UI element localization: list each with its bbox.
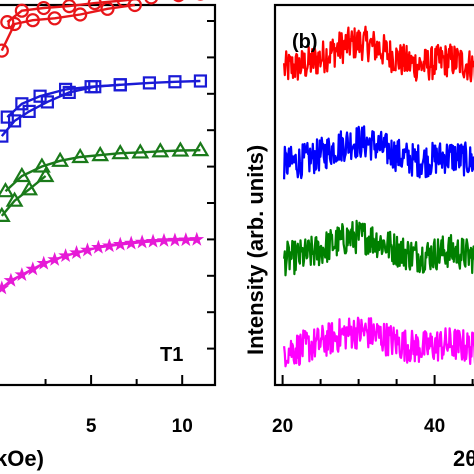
left-x-tick-label: 5 xyxy=(86,416,97,437)
xrd-pattern-0 xyxy=(283,25,474,83)
star-marker xyxy=(123,235,139,250)
star-marker xyxy=(178,232,194,247)
square-marker xyxy=(113,78,127,92)
left-annotation-t1: T1 xyxy=(160,344,183,366)
star-marker xyxy=(3,272,19,287)
left-series-triangle xyxy=(0,140,210,222)
circle-marker xyxy=(0,15,15,30)
triangle-marker xyxy=(0,206,11,222)
square-marker xyxy=(0,110,14,124)
left-series-line xyxy=(6,0,139,24)
star-marker xyxy=(145,233,161,248)
circle-marker xyxy=(100,1,115,16)
square-marker xyxy=(84,80,98,94)
triangle-marker xyxy=(20,180,39,196)
right-plot-frame xyxy=(273,3,474,387)
square-marker xyxy=(22,104,36,119)
right-series-group xyxy=(283,25,474,368)
circle-marker xyxy=(173,0,184,3)
left-panel: 5 10 T1 kOe) xyxy=(0,0,217,471)
star-marker xyxy=(134,234,150,249)
triangle-marker xyxy=(32,157,51,173)
star-marker xyxy=(167,232,183,247)
circle-marker xyxy=(47,11,62,26)
star-marker xyxy=(80,242,95,257)
triangle-marker xyxy=(36,166,55,183)
xrd-pattern-2 xyxy=(283,219,474,277)
triangle-marker xyxy=(191,140,210,157)
star-marker xyxy=(0,280,10,295)
left-x-tick-label: 10 xyxy=(172,416,193,437)
star-marker xyxy=(112,236,128,251)
triangle-marker xyxy=(0,182,15,198)
star-marker xyxy=(36,255,52,270)
right-y-axis-label: Intensity (arb. units) xyxy=(243,145,268,355)
star-marker xyxy=(47,251,63,266)
left-series-square xyxy=(0,74,208,143)
circle-marker xyxy=(36,0,51,16)
xrd-pattern-1 xyxy=(283,125,474,180)
square-marker xyxy=(168,75,182,89)
square-marker xyxy=(7,114,22,128)
circle-marker xyxy=(25,13,40,28)
triangle-marker xyxy=(131,143,150,159)
triangle-marker xyxy=(171,141,190,157)
circle-marker xyxy=(87,0,102,11)
xrd-pattern-3 xyxy=(283,316,474,368)
square-marker xyxy=(193,74,208,88)
star-marker xyxy=(69,245,84,260)
left-series-group xyxy=(0,0,210,295)
star-marker xyxy=(156,232,172,247)
square-marker xyxy=(15,97,29,111)
circle-marker xyxy=(73,7,88,22)
circle-marker xyxy=(7,16,22,32)
circle-marker xyxy=(62,0,77,14)
circle-marker xyxy=(116,0,131,8)
circle-marker xyxy=(144,0,158,5)
square-marker xyxy=(33,89,47,103)
right-panel-label: (b) xyxy=(292,31,318,53)
right-x-axis-label: 2θ xyxy=(453,446,474,471)
left-series-return-line xyxy=(0,3,135,52)
right-axis-ticks xyxy=(281,375,474,385)
left-series-star xyxy=(0,231,205,295)
triangle-marker xyxy=(5,191,24,207)
star-marker xyxy=(91,239,106,254)
triangle-marker xyxy=(51,151,70,167)
square-marker xyxy=(0,129,9,143)
square-marker xyxy=(142,76,157,90)
star-marker xyxy=(189,231,205,246)
square-marker xyxy=(62,85,76,100)
star-marker xyxy=(101,238,117,253)
square-marker xyxy=(58,82,73,96)
triangle-marker xyxy=(71,147,90,164)
left-axis-ticks xyxy=(44,20,215,385)
left-x-axis-label: kOe) xyxy=(0,446,44,471)
right-panel: 20 40 (b) Intensity (arb. units) 2θ xyxy=(243,3,474,471)
right-x-tick-label: 40 xyxy=(424,416,445,437)
left-series-return-line xyxy=(0,83,121,137)
left-series-circle xyxy=(0,0,204,58)
star-marker xyxy=(14,267,30,282)
right-x-tick-labels: 20 40 xyxy=(272,416,445,437)
left-x-tick-labels: 5 10 xyxy=(86,416,193,437)
triangle-marker xyxy=(111,144,130,160)
circle-marker xyxy=(14,3,29,18)
circle-marker xyxy=(0,43,9,58)
right-x-tick-label: 20 xyxy=(272,416,293,437)
triangle-marker xyxy=(12,166,31,183)
star-marker xyxy=(25,261,41,276)
triangle-marker xyxy=(91,145,110,162)
triangle-marker xyxy=(151,142,170,158)
star-marker xyxy=(58,248,73,263)
